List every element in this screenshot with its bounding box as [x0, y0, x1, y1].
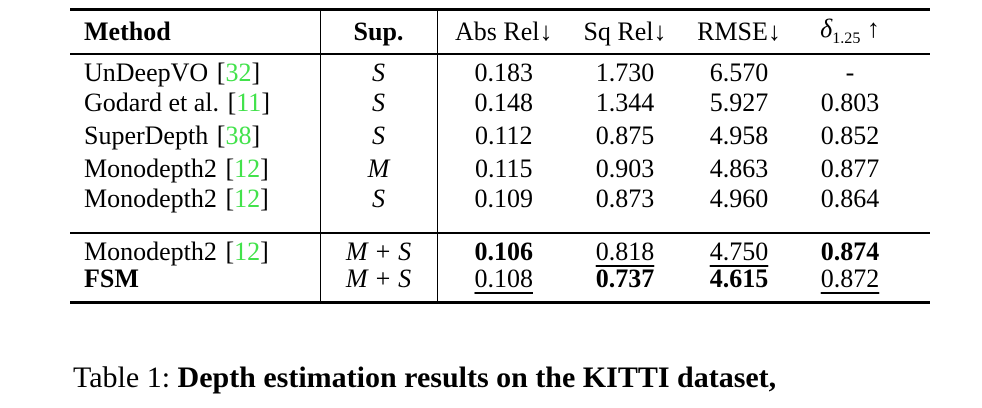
citation-link[interactable]: [38] [216, 121, 261, 150]
depth-results-table: Method Sup. Abs Rel↓ Sq Rel↓ RMSE↓ δ1.25… [70, 8, 930, 304]
method-cell: Monodepth2 [12] [70, 183, 320, 233]
abs-rel-value: 0.115 [474, 154, 533, 183]
sq-rel-value: 0.873 [595, 183, 655, 213]
header-sup: Sup. [319, 9, 438, 54]
rmse-value: 6.570 [709, 58, 769, 87]
baseline-section: UnDeepVO [32] S 0.183 1.730 6.570 - Godar… [70, 53, 930, 233]
delta-value: 0.877 [820, 154, 880, 183]
header-rmse: RMSE↓ [697, 16, 781, 46]
rmse-value: 4.958 [709, 121, 769, 150]
table-caption: Table 1: Depth estimation results on the… [73, 361, 776, 395]
abs-rel-value: 0.109 [474, 183, 534, 213]
citation-link[interactable]: [12] [225, 237, 269, 266]
citation-number: 11 [236, 88, 262, 117]
sup-cell: S [319, 119, 438, 153]
rmse-value: 4.960 [709, 183, 769, 213]
citation-number: 12 [234, 237, 261, 266]
table-row: SuperDepth [38] S 0.112 0.875 4.958 0.852 [70, 119, 930, 153]
caption-prefix: Table 1: [73, 361, 178, 394]
sup-cell: M + S [319, 265, 438, 302]
highlight-section: Monodepth2 [12] M + S 0.106 0.818 4.750 0… [70, 232, 930, 303]
method-cell: Monodepth2 [12] [70, 233, 320, 266]
abs-rel-value: 0.106 [474, 237, 534, 266]
delta-subscript: 1.25 [832, 30, 861, 48]
citation-link[interactable]: [11] [227, 88, 270, 117]
sq-rel-value: 0.818 [595, 237, 655, 266]
table-header: Method Sup. Abs Rel↓ Sq Rel↓ RMSE↓ δ1.25… [70, 9, 930, 54]
sup-cell: M [319, 152, 438, 186]
sq-rel-value: 1.344 [595, 88, 655, 117]
header-delta: δ1.25 ↑ [798, 10, 930, 54]
method-cell: Godard et al. [11] [70, 87, 320, 120]
method-name: Godard et al. [84, 88, 220, 117]
table-row: Monodepth2 [12] M 0.115 0.903 4.863 0.877 [70, 152, 930, 186]
citation-number: 32 [225, 58, 252, 87]
delta-symbol: δ [820, 14, 833, 44]
method-name: Monodepth2 [84, 237, 217, 266]
method-cell: Monodepth2 [12] [70, 153, 320, 186]
caption-bold-text: Depth estimation results on the KITTI da… [177, 361, 777, 394]
header-row: Method Sup. Abs Rel↓ Sq Rel↓ RMSE↓ δ1.25… [70, 9, 930, 54]
citation-number: 38 [225, 121, 252, 150]
method-name: UnDeepVO [84, 58, 209, 87]
method-cell: SuperDepth [38] [70, 120, 320, 153]
sq-rel-value: 0.737 [595, 263, 655, 293]
rmse-value: 4.615 [709, 263, 769, 293]
delta-value: - [845, 58, 855, 87]
citation-number: 12 [234, 154, 261, 183]
up-arrow-icon: ↑ [866, 14, 880, 44]
citation-link[interactable]: [12] [225, 183, 269, 213]
abs-rel-value: 0.112 [474, 121, 533, 150]
sup-cell: M + S [319, 232, 438, 266]
method-cell: UnDeepVO [32] [70, 54, 320, 87]
method-name: FSM [84, 263, 139, 293]
method-cell: FSM [70, 263, 320, 303]
sup-cell: S [319, 86, 438, 120]
citation-number: 12 [234, 183, 261, 213]
method-name: Monodepth2 [84, 154, 217, 183]
delta-value: 0.852 [820, 121, 880, 150]
table-row: Monodepth2 [12] S 0.109 0.873 4.960 0.864 [70, 183, 930, 233]
sq-rel-value: 1.730 [595, 58, 655, 87]
abs-rel-value: 0.183 [474, 58, 534, 87]
header-abs-rel: Abs Rel↓ [455, 16, 553, 46]
rmse-value: 4.750 [709, 237, 769, 266]
header-sq-rel: Sq Rel↓ [583, 16, 667, 46]
citation-link[interactable]: [32] [216, 58, 261, 87]
delta-value: 0.864 [820, 183, 880, 213]
abs-rel-value: 0.148 [474, 88, 534, 117]
table-row: Monodepth2 [12] M + S 0.106 0.818 4.750 0… [70, 232, 930, 266]
delta-value: 0.872 [820, 263, 880, 293]
table-row: FSM M + S 0.108 0.737 4.615 0.872 [70, 263, 930, 303]
delta-value: 0.874 [820, 237, 880, 266]
sup-cell: S [319, 53, 438, 87]
sq-rel-value: 0.903 [595, 154, 655, 183]
sup-cell: S [319, 185, 438, 233]
rmse-value: 4.863 [709, 154, 769, 183]
method-name: SuperDepth [84, 121, 209, 150]
abs-rel-value: 0.108 [474, 263, 534, 293]
rmse-value: 5.927 [709, 88, 769, 117]
citation-link[interactable]: [12] [225, 154, 269, 183]
header-method: Method [84, 16, 171, 46]
method-name: Monodepth2 [84, 183, 217, 213]
table-row: Godard et al. [11] S 0.148 1.344 5.927 0.… [70, 86, 930, 120]
sq-rel-value: 0.875 [595, 121, 655, 150]
delta-value: 0.803 [820, 88, 880, 117]
table-row: UnDeepVO [32] S 0.183 1.730 6.570 - [70, 53, 930, 87]
